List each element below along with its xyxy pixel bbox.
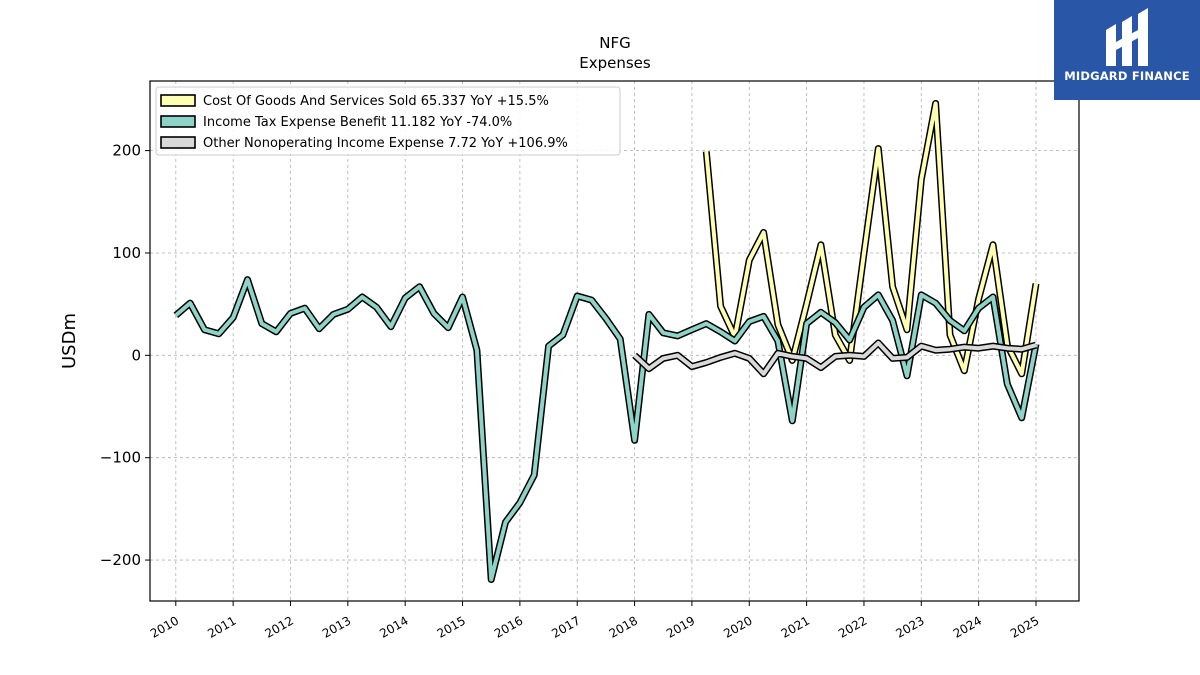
series-line: [633, 341, 1037, 376]
series-line: [174, 277, 1038, 582]
brand-name: MIDGARD FINANCE: [1064, 69, 1190, 83]
x-tick-label: 2013: [320, 613, 353, 640]
y-tick-label: 100: [112, 244, 141, 262]
legend: Cost Of Goods And Services Sold 65.337 Y…: [155, 86, 621, 156]
series-layer: [173, 100, 1040, 583]
y-tick-label: 0: [131, 346, 141, 364]
series-line-outline: [702, 100, 1040, 378]
midgard-logo-icon: [1106, 8, 1148, 66]
series-0: [702, 100, 1040, 378]
x-tick-label: 2016: [492, 613, 525, 640]
legend-entry: Cost Of Goods And Services Sold 65.337 Y…: [203, 94, 549, 109]
x-tick-label: 2019: [664, 613, 697, 640]
legend-entry: Income Tax Expense Benefit 11.182 YoY -7…: [203, 115, 512, 130]
x-tick-label: 2023: [893, 613, 926, 640]
x-tick-label: 2012: [263, 613, 296, 640]
series-1: [173, 276, 1040, 583]
legend-entry: Other Nonoperating Income Expense 7.72 Y…: [203, 136, 568, 151]
brand-logo: MIDGARD FINANCE: [1054, 0, 1200, 100]
x-tick-label: 2014: [377, 613, 410, 640]
legend-box: [155, 86, 621, 156]
x-tick-label: 2025: [1008, 613, 1041, 640]
axis-ticks: 2010 2011 2012 2013 2014 2015 2016 2017 2018 2019…: [100, 142, 1042, 641]
series-line: [704, 101, 1038, 376]
legend-swatch: [160, 136, 196, 149]
series-2: [632, 339, 1037, 378]
x-tick-label: 2020: [721, 613, 754, 640]
x-tick-label: 2015: [435, 613, 468, 640]
x-tick-label: 2024: [951, 613, 984, 640]
chart-subtitle: Expenses: [579, 54, 651, 72]
x-tick-label: 2018: [607, 613, 640, 640]
x-tick-label: 2010: [148, 613, 181, 640]
x-tick-label: 2022: [836, 613, 869, 640]
x-tick-label: 2011: [205, 613, 238, 640]
x-tick-label: 2017: [549, 613, 582, 640]
legend-swatch: [160, 94, 196, 107]
x-tick-label: 2021: [779, 613, 812, 640]
y-tick-label: −100: [100, 449, 141, 467]
chart-title: NFG: [599, 34, 630, 52]
legend-swatch: [160, 115, 196, 128]
grid-lines: [150, 81, 1079, 601]
y-tick-label: 200: [112, 142, 141, 160]
plot-frame: [149, 80, 1080, 602]
y-axis-label: USDm: [59, 313, 80, 369]
y-tick-label: −200: [100, 551, 141, 569]
